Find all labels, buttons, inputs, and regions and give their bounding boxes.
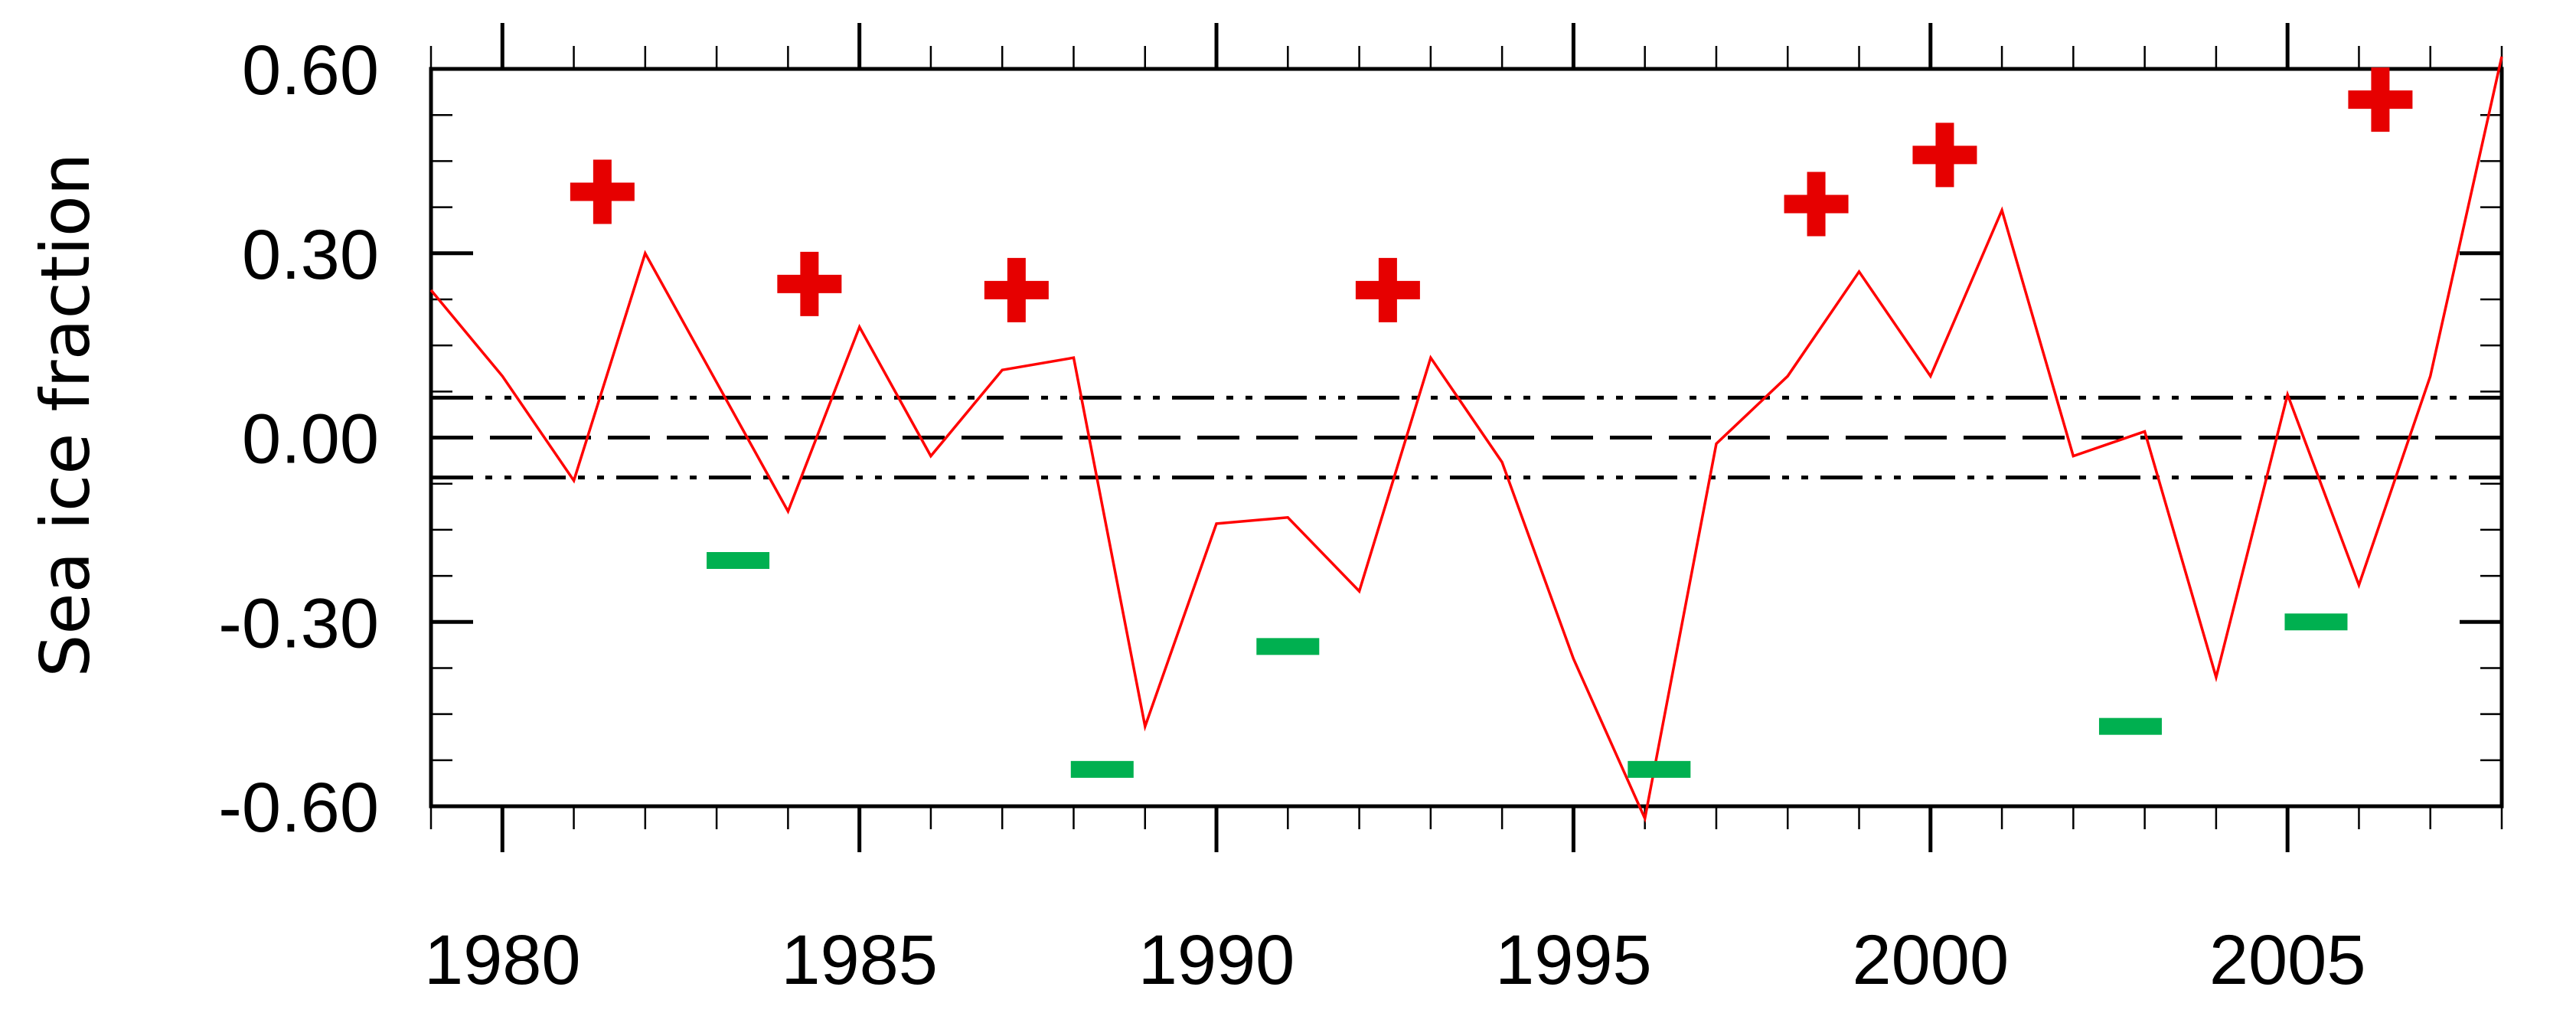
y-axis-label: Sea ice fraction bbox=[26, 153, 105, 678]
x-tick-label: 1995 bbox=[1495, 921, 1652, 999]
sea-ice-series-line bbox=[429, 56, 2503, 823]
minus-marker bbox=[1256, 638, 1320, 655]
minus-marker bbox=[2098, 717, 2162, 735]
plus-marker bbox=[570, 159, 635, 224]
plus-marker bbox=[1912, 123, 1977, 188]
y-tick-label: -0.30 bbox=[218, 584, 379, 662]
plus-marker bbox=[984, 257, 1049, 322]
y-tick-label: 0.60 bbox=[242, 31, 379, 109]
x-tick-label: 1985 bbox=[781, 921, 938, 999]
minus-marker bbox=[1070, 760, 1134, 778]
minus-marker bbox=[707, 552, 770, 569]
minus-marker bbox=[1628, 760, 1691, 778]
plus-marker bbox=[1784, 172, 1849, 237]
x-tick-label: 1990 bbox=[1138, 921, 1295, 999]
y-tick-label: 0.00 bbox=[242, 400, 379, 479]
x-tick-label: 2000 bbox=[1852, 921, 2009, 999]
plus-marker bbox=[2348, 67, 2413, 132]
plus-marker bbox=[777, 251, 842, 316]
minus-marker bbox=[2284, 613, 2348, 631]
plus-marker bbox=[1355, 257, 1420, 322]
y-tick-label: -0.60 bbox=[218, 769, 379, 847]
x-tick-label: 1980 bbox=[424, 921, 581, 999]
x-tick-label: 2005 bbox=[2209, 921, 2366, 999]
y-tick-label: 0.30 bbox=[242, 216, 379, 294]
